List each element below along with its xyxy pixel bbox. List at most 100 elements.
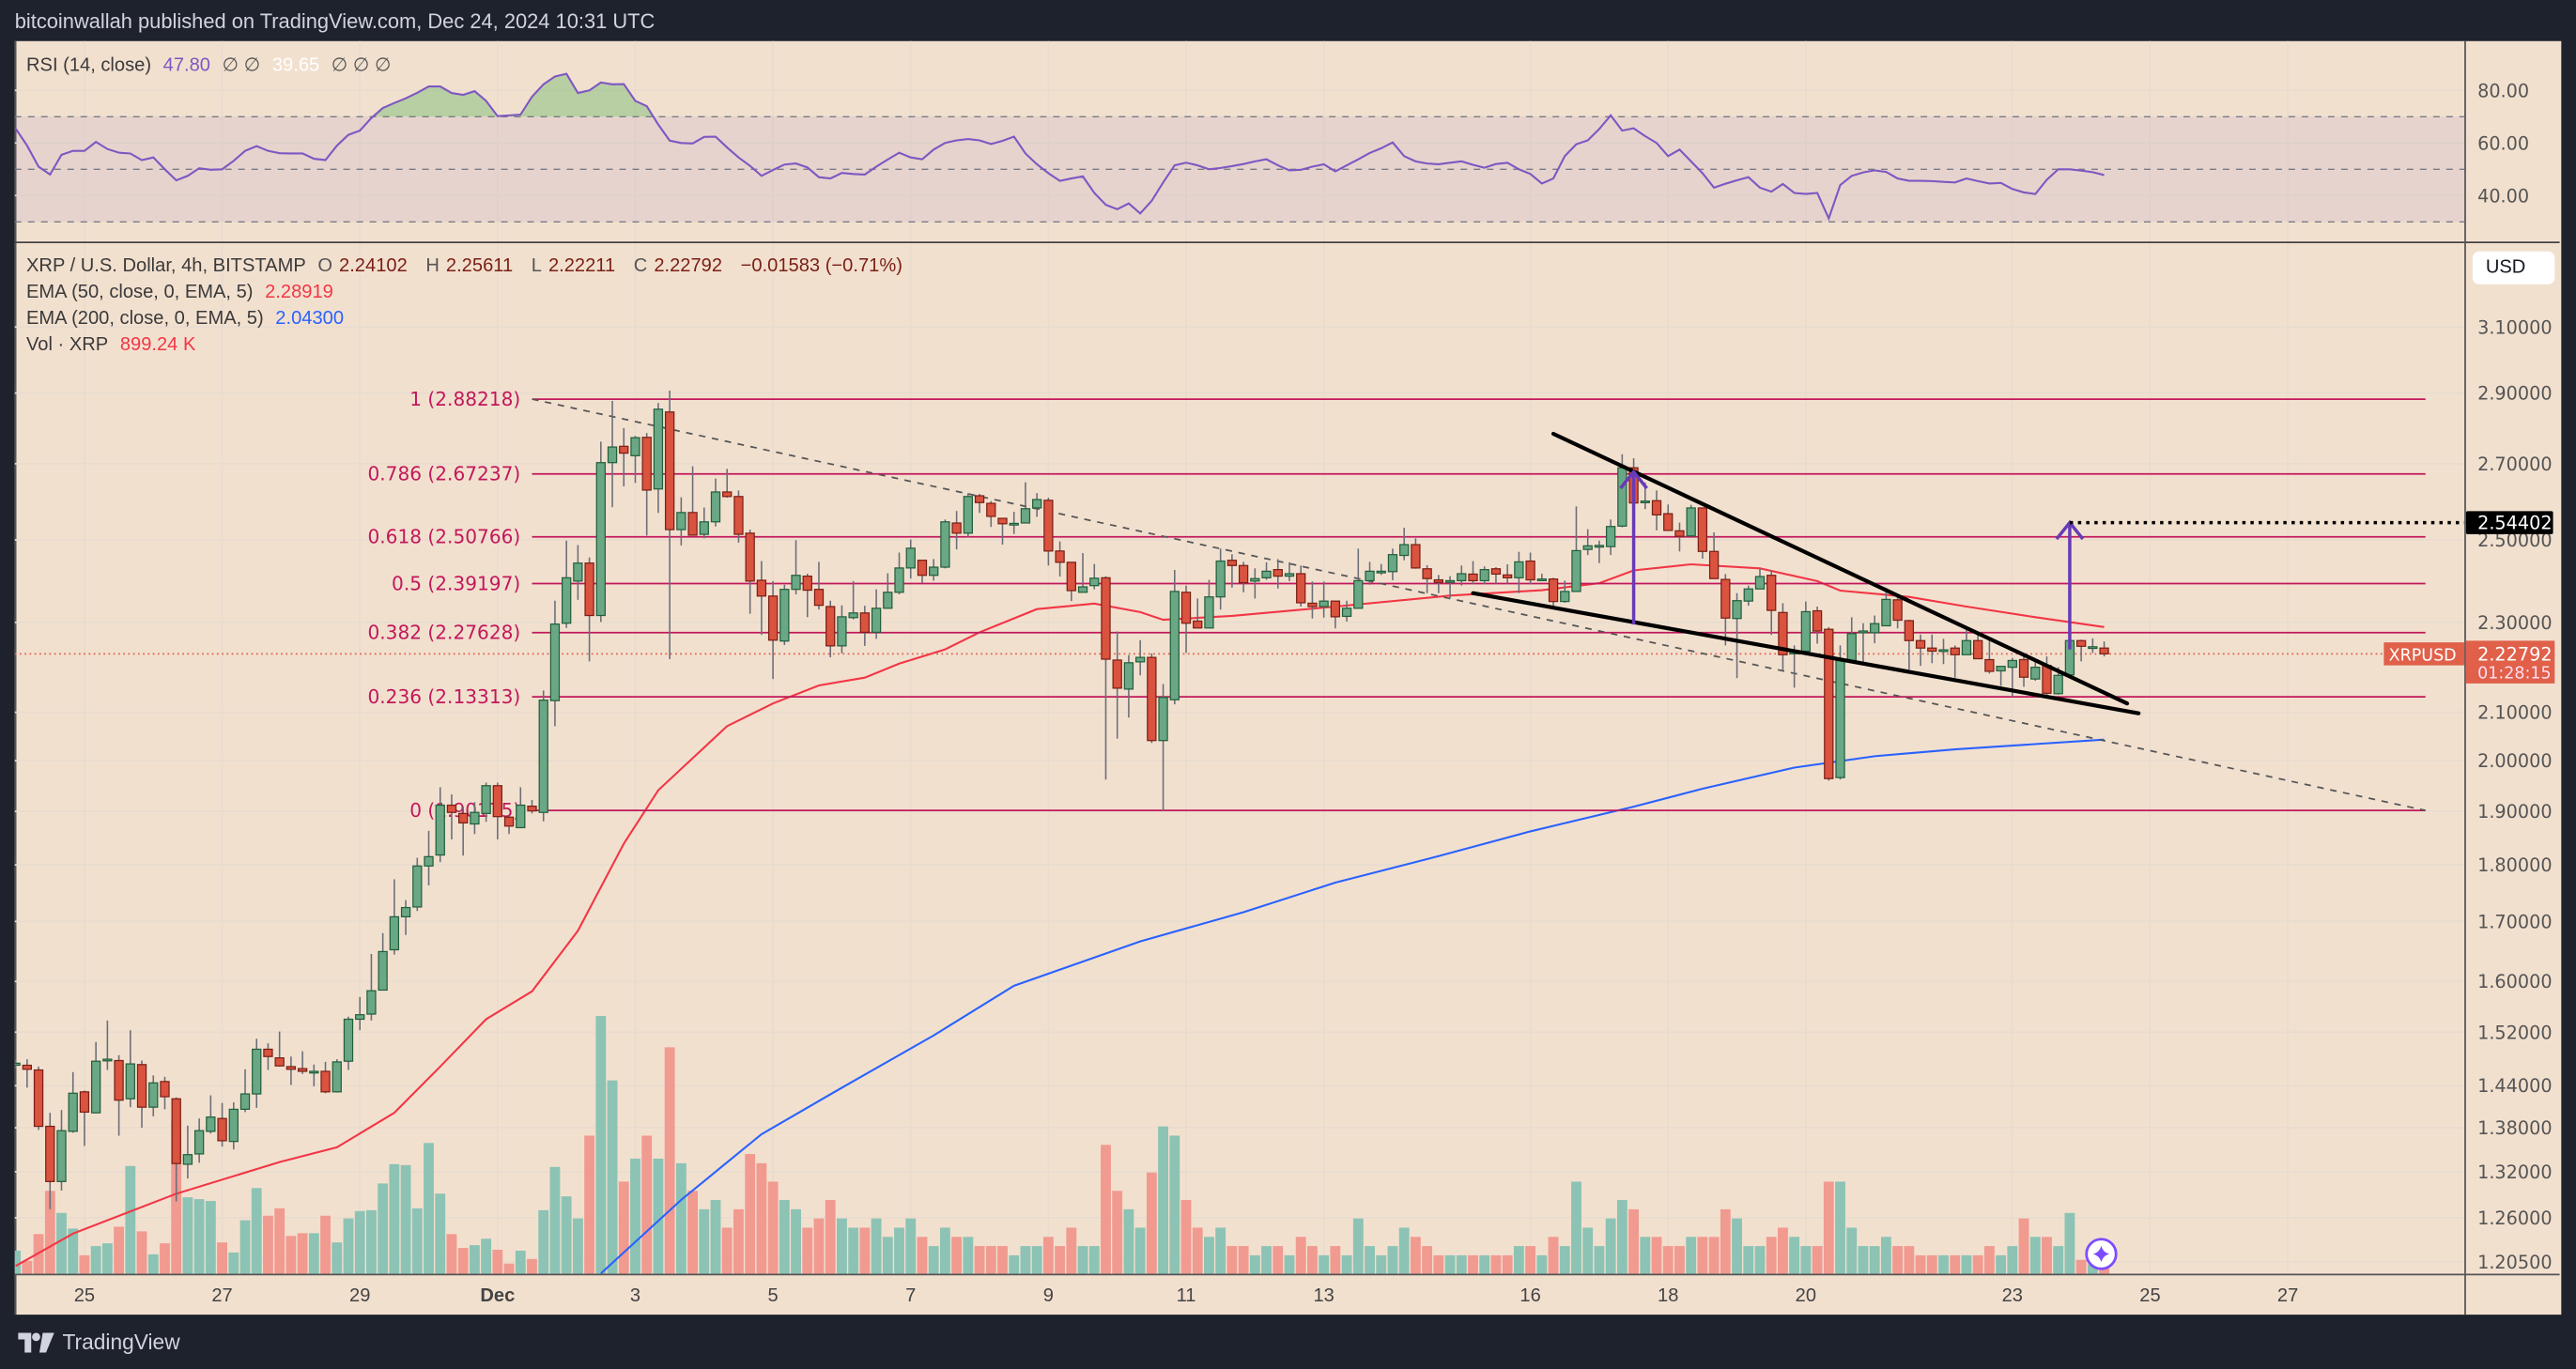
volume-bar <box>14 1250 22 1274</box>
wedge-upper-line[interactable] <box>1550 431 2130 706</box>
volume-bar <box>1823 1181 1834 1274</box>
candle-body-down <box>263 1048 273 1057</box>
candle-body-down <box>1043 500 1054 552</box>
candle-body-up <box>1250 577 1260 582</box>
volume-bar <box>928 1246 939 1274</box>
candle <box>1031 493 1042 517</box>
candle <box>676 497 686 546</box>
volume-bar <box>2064 1212 2075 1274</box>
fib-level-label: 1 (2.88218) <box>409 388 520 410</box>
footer: TradingView <box>0 1315 2576 1369</box>
candle <box>2018 653 2029 687</box>
candle-body-up <box>940 521 950 568</box>
candle <box>1560 580 1570 603</box>
candle <box>1892 594 1903 629</box>
volume-legend[interactable]: Vol · XRP 899.24 K <box>26 335 202 355</box>
volume-bar <box>1892 1246 1904 1274</box>
candle <box>1904 620 1915 670</box>
candle <box>1273 559 1283 589</box>
candle <box>114 1054 124 1136</box>
candle <box>1536 573 1547 582</box>
candle <box>527 800 537 814</box>
candle <box>653 403 664 514</box>
symbol-title[interactable]: XRP / U.S. Dollar, 4h, BITSTAMP <box>25 256 306 277</box>
candle-body-up <box>1605 526 1616 547</box>
candle <box>1457 565 1467 586</box>
candle <box>470 802 480 835</box>
candle <box>2075 639 2087 662</box>
candle <box>79 1090 90 1146</box>
volume-bar <box>813 1218 825 1274</box>
candle-body-up <box>378 950 388 992</box>
volume-bar <box>859 1227 871 1274</box>
candle-body-down <box>136 1064 147 1108</box>
candle-body-down <box>802 575 812 592</box>
candle-body-up <box>929 566 939 577</box>
volume-bar <box>721 1227 733 1274</box>
candle-body-down <box>285 1066 297 1070</box>
candle-body-down <box>767 595 779 641</box>
candle-body-down <box>664 411 675 531</box>
projection-arrow[interactable] <box>1619 469 1648 625</box>
candle <box>837 605 847 654</box>
volume-bar <box>1972 1254 1983 1274</box>
volume-bar <box>1009 1254 1020 1274</box>
volume-bar <box>411 1207 423 1274</box>
candle <box>1112 631 1122 739</box>
projection-arrow[interactable] <box>2055 519 2085 650</box>
volume-bar <box>182 1197 193 1274</box>
volume-bar <box>767 1181 779 1274</box>
volume-bar <box>1525 1246 1536 1274</box>
volume-bar <box>285 1236 297 1274</box>
tradingview-logo[interactable]: TradingView <box>18 1330 180 1354</box>
wedge-lower-line[interactable] <box>1471 591 2141 715</box>
candle <box>45 1113 55 1209</box>
candle-body-down <box>687 512 698 536</box>
candle-body-down <box>1778 611 1788 655</box>
volume-bar <box>1697 1237 1708 1274</box>
candle <box>503 815 515 835</box>
candle <box>1571 506 1581 592</box>
candle-body-down <box>2018 658 2029 678</box>
candle <box>343 1016 354 1070</box>
volume-bar <box>435 1193 446 1274</box>
candle <box>1169 570 1180 705</box>
price-axis-label: 1.20500 <box>2477 1252 2553 1273</box>
candle-body-up <box>366 990 377 1015</box>
volume-bar <box>147 1254 159 1274</box>
ema200-legend[interactable]: EMA (200, close, 0, EMA, 5) 2.04300 <box>26 309 350 329</box>
fib-level-label: 0.382 (2.27628) <box>367 622 520 644</box>
candle-body-down <box>171 1098 181 1164</box>
volume-bar <box>1983 1246 1995 1274</box>
candle <box>997 517 1008 546</box>
candle-body-up <box>1846 633 1857 662</box>
volume-bar <box>1662 1246 1674 1274</box>
candle <box>1250 568 1260 599</box>
volume-bar <box>90 1246 101 1274</box>
assistant-button[interactable] <box>2085 1238 2118 1270</box>
candle-body-up <box>102 1058 113 1062</box>
candle <box>607 400 618 508</box>
candle <box>297 1051 308 1074</box>
candle-body-up <box>228 1108 239 1143</box>
candle <box>1858 623 1869 663</box>
volume-bar <box>1640 1237 1651 1274</box>
candle-body-down <box>2075 639 2087 647</box>
candle-body-up <box>549 623 561 701</box>
volume-bar <box>1101 1145 1111 1274</box>
ema50-line <box>15 562 2105 1268</box>
currency-selector[interactable]: USD <box>2472 251 2555 285</box>
candle <box>1961 626 1972 655</box>
candle-body-up <box>1732 600 1742 620</box>
candle-body-up <box>883 592 893 609</box>
candle <box>883 573 893 609</box>
volume-bar <box>653 1158 664 1274</box>
volume-bar <box>424 1143 434 1274</box>
volume-bar <box>630 1158 640 1274</box>
ema50-legend[interactable]: EMA (50, close, 0, EMA, 5) 2.28919 <box>26 283 340 302</box>
candle-body-up <box>1341 608 1352 618</box>
volume-bar <box>1020 1246 1031 1274</box>
volume-bar <box>1238 1246 1249 1274</box>
volume-bar <box>1628 1208 1640 1274</box>
